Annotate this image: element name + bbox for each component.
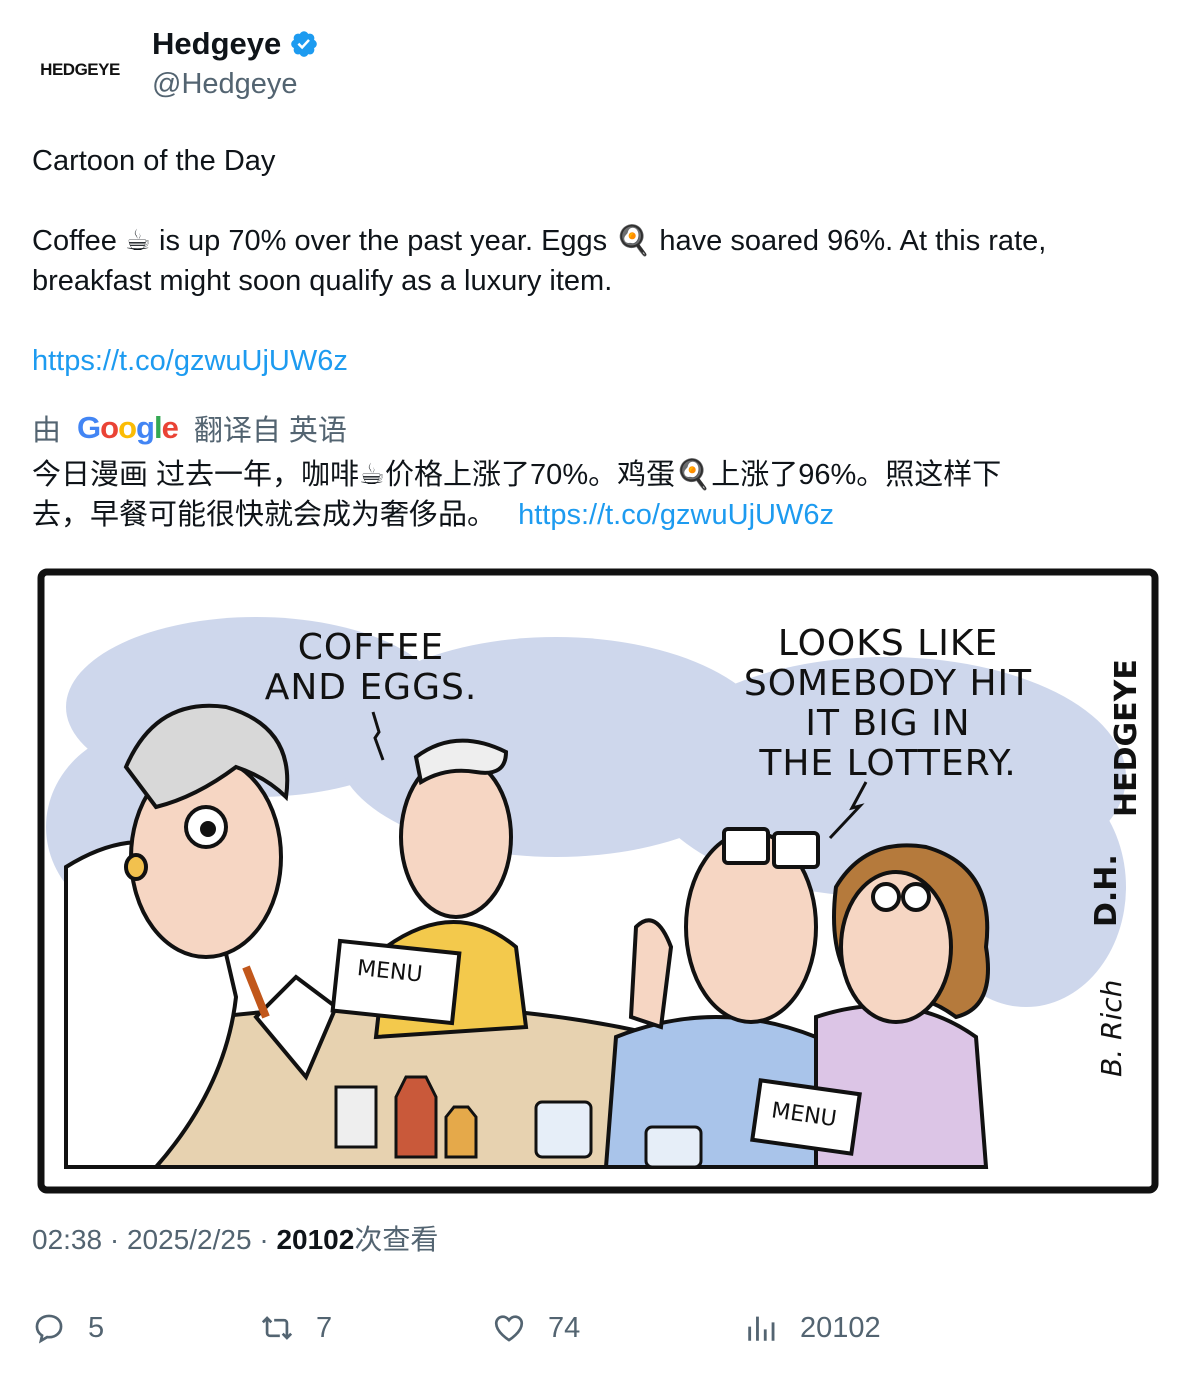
signature-artist: B. Rich [1095, 980, 1128, 1077]
cartoon-waitress [64, 703, 339, 1169]
translation-prefix: 由 [32, 415, 62, 447]
bubble-left-line-2: AND EGGS. [265, 667, 478, 708]
tweet-meta: 02:38 · 2025/2/25 · 20102次查看 [32, 1224, 439, 1255]
cartoon-table-items [334, 1075, 703, 1169]
views-count: 20102 [800, 1311, 881, 1344]
retweet-icon [261, 1316, 293, 1340]
cartoon-sky [46, 617, 1126, 1007]
tweet-body-line-2: breakfast might soon qualify as a luxury… [32, 265, 613, 297]
views-button[interactable]: 20102 [744, 1306, 881, 1350]
cartoon-man-yellow: MENU [330, 738, 529, 1040]
verified-badge-icon [291, 31, 318, 57]
cartoon-woman: MENU [750, 843, 990, 1169]
translated-link[interactable]: https://t.co/gzwuUjUW6z [518, 499, 834, 531]
bubble-right-tail [828, 781, 868, 840]
cartoon-image[interactable]: COFFEE AND EGGS. LOOKS LIKE SOMEBODY HIT… [36, 567, 1160, 1195]
tweet-title: Cartoon of the Day [32, 145, 276, 177]
like-icon [494, 1315, 524, 1342]
bubble-left-line-1: COFFEE [298, 627, 444, 668]
translated-line-1: 今日漫画 过去一年，咖啡☕价格上涨了70%。鸡蛋🍳上涨了96%。照这样下 [32, 459, 1002, 491]
bubble-left-tail [371, 711, 385, 761]
bubble-right-line-2: SOMEBODY HIT [744, 663, 1032, 704]
signature-brand: HEDGEYE [1109, 659, 1144, 817]
translated-text: 今日漫画 过去一年，咖啡☕价格上涨了70%。鸡蛋🍳上涨了96%。照这样下 去，早… [32, 455, 1172, 535]
author-names: Hedgeye @Hedgeye [152, 24, 319, 104]
tweet-time[interactable]: 02:38 [32, 1224, 103, 1255]
tweet-body-line-1: Coffee ☕ is up 70% over the past year. E… [32, 225, 1047, 257]
avatar-logo-text: HEDGEYE [40, 60, 120, 79]
tweet-link[interactable]: https://t.co/gzwuUjUW6z [32, 345, 348, 377]
retweet-count: 7 [316, 1311, 333, 1344]
views-icon [748, 1316, 775, 1341]
google-logo: Google [77, 410, 179, 445]
signature-initials: D.H. [1089, 854, 1124, 927]
view-count-suffix: 次查看 [354, 1224, 439, 1255]
translated-line-2-text: 去，早餐可能很快就会成为奢侈品。 [32, 499, 497, 531]
translation-suffix[interactable]: 翻译自 英语 [193, 415, 347, 447]
bubble-right-line-3: IT BIG IN [805, 703, 970, 744]
view-count: 20102 [276, 1224, 355, 1255]
like-count: 74 [548, 1311, 581, 1344]
reply-button[interactable]: 5 [32, 1306, 104, 1350]
bubble-right-line-1: LOOKS LIKE [778, 623, 998, 664]
avatar[interactable]: HEDGEYE [32, 22, 128, 118]
display-name[interactable]: Hedgeye [152, 26, 282, 61]
tweet-actions: 5 7 74 20102 [32, 1306, 1162, 1350]
handle[interactable]: @Hedgeye [152, 68, 298, 100]
translation-attribution: 由 Google 翻译自 英语 [32, 406, 347, 450]
retweet-button[interactable]: 7 [260, 1306, 332, 1350]
reply-icon [35, 1314, 63, 1344]
like-button[interactable]: 74 [492, 1306, 580, 1350]
bubble-right-line-4: THE LOTTERY. [758, 743, 1016, 784]
tweet-date[interactable]: 2025/2/25 [126, 1224, 252, 1255]
reply-count: 5 [88, 1311, 105, 1344]
translated-line-2: 去，早餐可能很快就会成为奢侈品。 https://t.co/gzwuUjUW6z [32, 495, 1172, 535]
tweet-header: HEDGEYE Hedgeye @Hedgeye [32, 22, 1162, 122]
